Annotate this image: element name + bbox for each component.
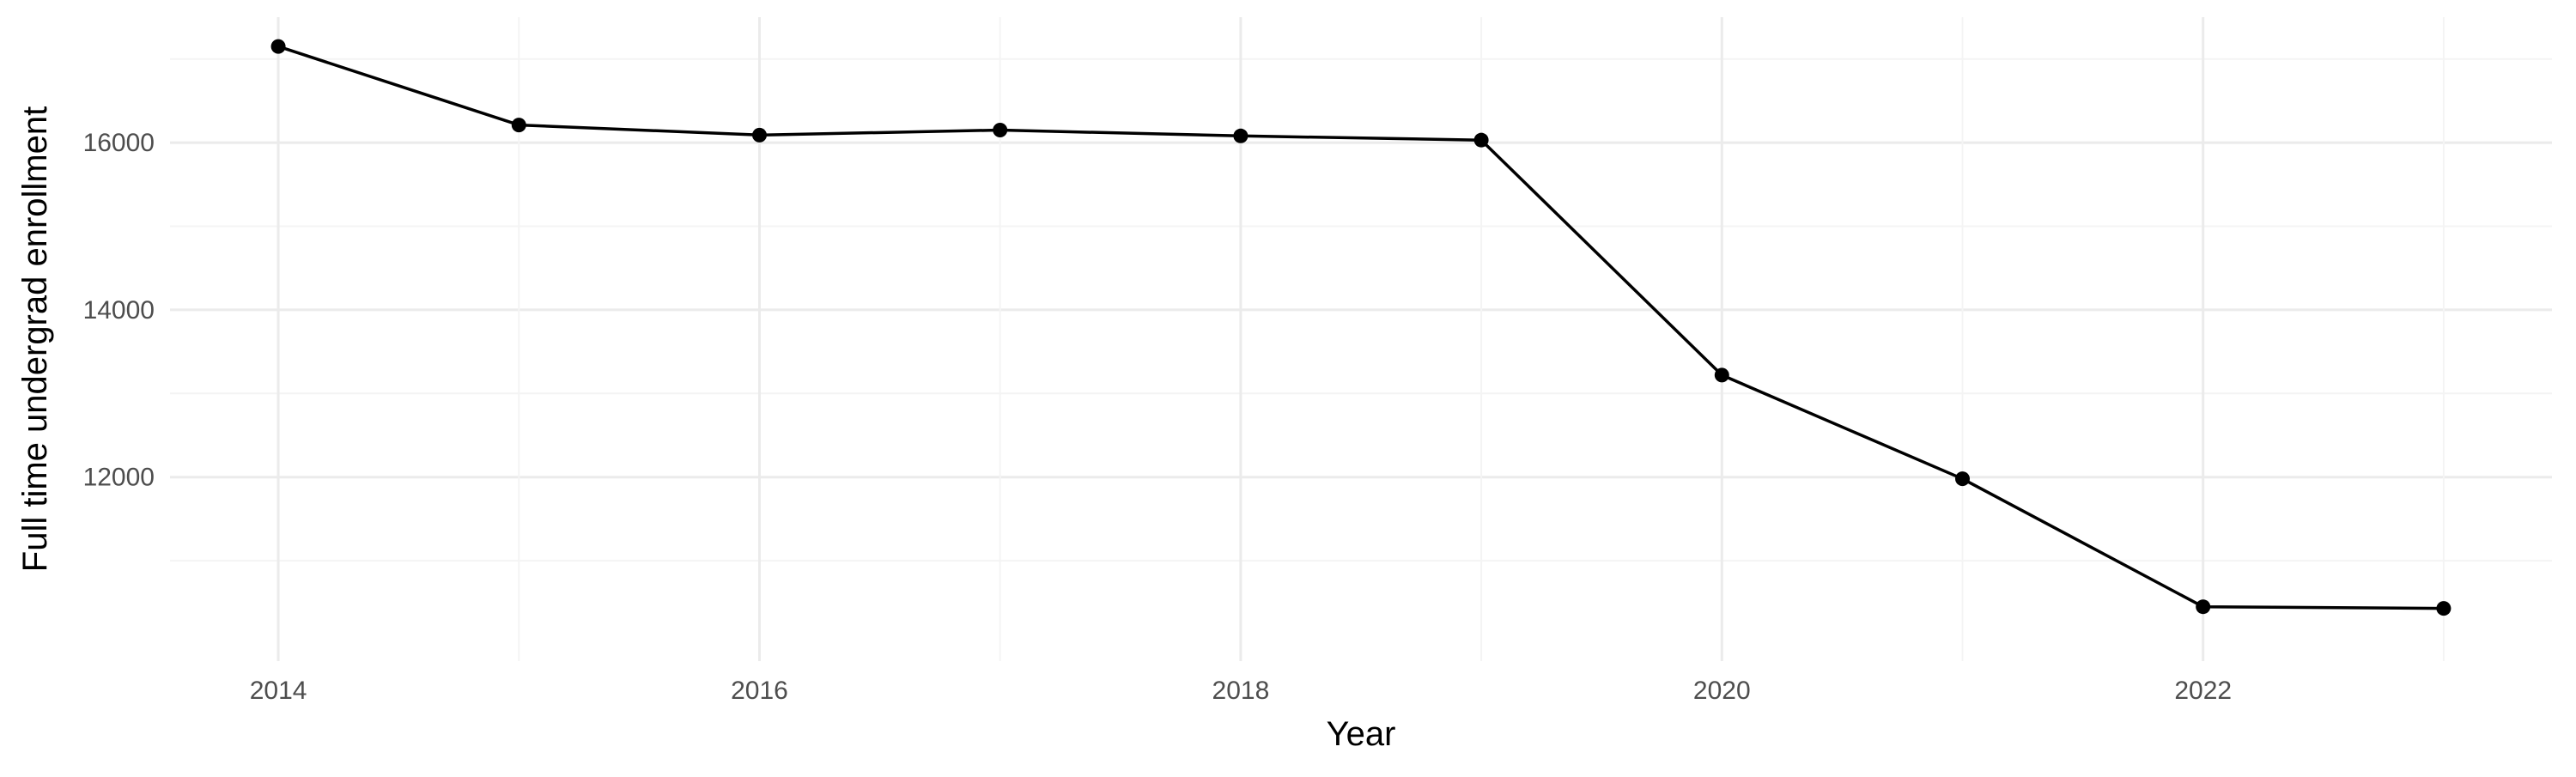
x-tick-label-1: 2016 — [731, 677, 788, 705]
data-point-2019 — [1473, 132, 1489, 148]
grid — [170, 17, 2552, 661]
y-tick-label-2: 16000 — [83, 129, 155, 157]
data-point-2016 — [751, 127, 767, 143]
data-point-2014 — [270, 39, 286, 54]
x-tick-label-2: 2018 — [1212, 677, 1270, 705]
y-axis-title: Full time undergrad enrollment — [16, 106, 54, 572]
x-tick-label-3: 2020 — [1693, 677, 1751, 705]
series-line-0 — [277, 45, 2444, 610]
data-point-2023 — [2436, 601, 2451, 616]
data-point-2021 — [1955, 471, 1971, 487]
series-layer — [270, 39, 2451, 616]
data-point-2018 — [1233, 128, 1249, 143]
x-tick-label-0: 2014 — [250, 677, 307, 705]
x-axis-title: Year — [1327, 715, 1396, 753]
data-point-2015 — [511, 118, 526, 133]
data-point-2022 — [2196, 599, 2211, 615]
tick-labels: 2014 2016 2018 2020 2022 12000 14000 16000 — [83, 129, 2233, 705]
x-tick-label-4: 2022 — [2174, 677, 2232, 705]
y-tick-label-0: 12000 — [83, 464, 155, 492]
data-point-2017 — [993, 122, 1008, 137]
y-tick-label-1: 14000 — [83, 296, 155, 325]
data-point-2020 — [1714, 367, 1729, 383]
